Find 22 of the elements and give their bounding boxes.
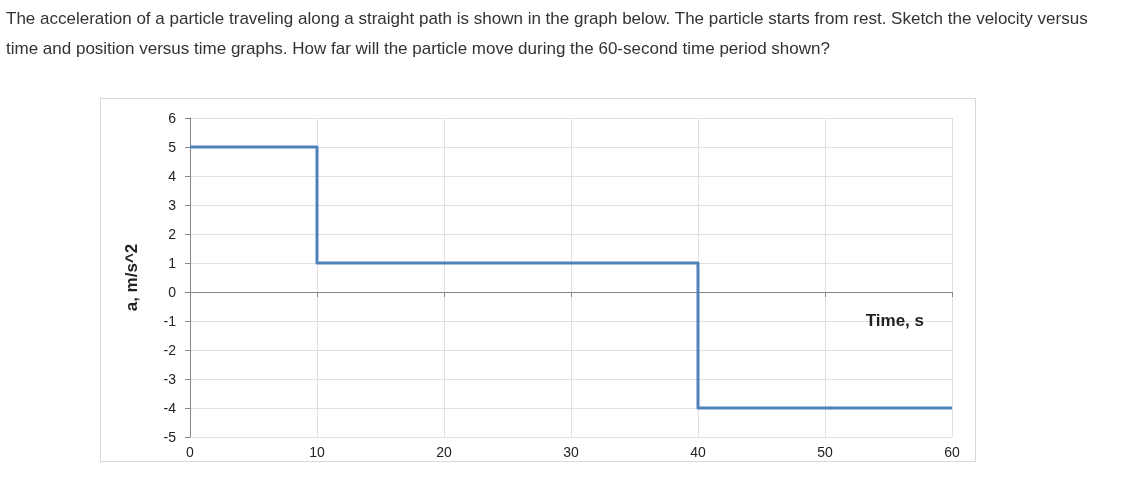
y-tick-label: 2 [168,226,177,242]
y-tick-label: 5 [168,139,177,155]
y-tick-label: 3 [168,197,177,213]
x-tick-label: 20 [436,444,452,460]
x-axis-title: Time, s [865,311,924,330]
y-tick-label: -5 [163,429,177,445]
x-tick-label: 40 [690,444,706,460]
y-axis-title: a, m/s^2 [122,243,141,312]
y-tick-label: -2 [163,342,177,358]
y-tick-label: 6 [168,110,177,126]
x-tick-label: 30 [563,444,579,460]
y-tick-label: 0 [168,284,177,300]
chart-title: The acceleration of a particle traveling along a straight path is shown in the graph below. The particle starts from rest. Sketch the velocity versus time and position versus time graphs. How far will the particle move during the 60-second time period shown? [6,8,1089,60]
x-tick-label: 10 [309,444,325,460]
y-tick-label: -1 [163,313,177,329]
y-tick-label: 4 [168,168,177,184]
x-tick-label: 50 [817,444,833,460]
y-tick-label: -3 [163,371,177,387]
y-tick-label: -4 [163,400,177,416]
y-tick-label: 1 [168,255,177,271]
x-tick-label: 60 [944,444,960,460]
x-tick-label: 0 [186,444,195,460]
